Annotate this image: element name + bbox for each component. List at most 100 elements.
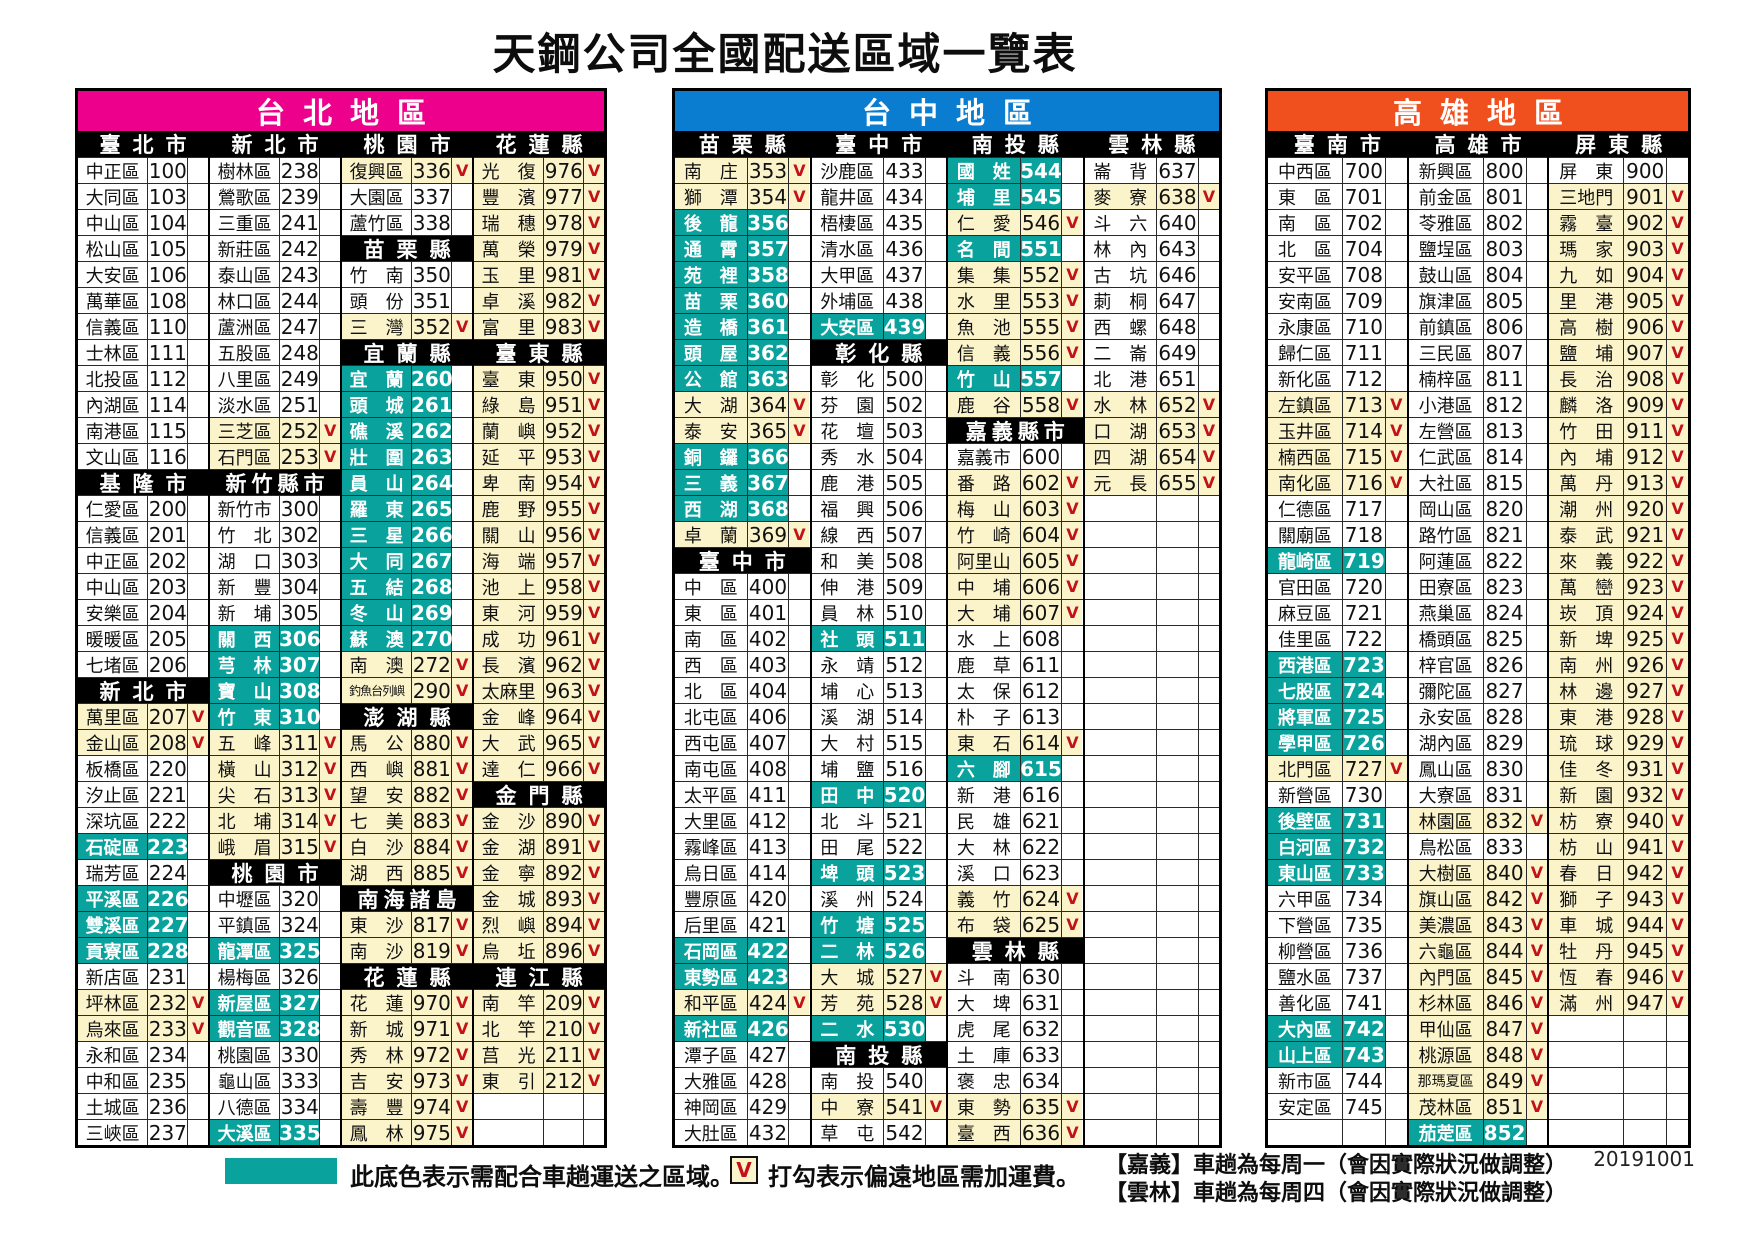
- district-row: 名 間 551: [948, 235, 1083, 261]
- surcharge-mark: [926, 626, 946, 651]
- postal-code: [1157, 548, 1199, 573]
- postal-code: 312: [280, 756, 321, 781]
- surcharge-mark: [1199, 1042, 1219, 1067]
- surcharge-mark: V: [1385, 756, 1407, 781]
- teal-legend-swatch: [225, 1158, 337, 1184]
- district-row: 二 水 530: [811, 1015, 946, 1041]
- postal-code: 612: [1021, 678, 1063, 703]
- district-name: 觀音區: [210, 1016, 281, 1041]
- district-row: 富 里 983 V: [474, 313, 604, 339]
- surcharge-mark: V: [1667, 990, 1688, 1015]
- district-row: 梓官區 826: [1408, 651, 1548, 677]
- empty-row: [1268, 1119, 1407, 1145]
- district-name: 霧峰區: [675, 834, 748, 859]
- postal-code: 320: [280, 886, 321, 911]
- district-name: 旗津區: [1409, 288, 1484, 313]
- postal-code: 432: [748, 1120, 790, 1145]
- district-row: 水 里 553 V: [948, 287, 1083, 313]
- district-name: 佳里區: [1268, 626, 1343, 651]
- district-name: 信義區: [78, 522, 149, 547]
- district-name: 成 功: [474, 626, 545, 651]
- surcharge-mark: [1527, 548, 1548, 573]
- surcharge-mark: V: [584, 938, 604, 963]
- county-header: 新北市: [210, 131, 340, 157]
- surcharge-mark: [1527, 210, 1548, 235]
- postal-code: [1157, 678, 1199, 703]
- surcharge-mark: [789, 288, 809, 313]
- postal-code: 427: [748, 1042, 790, 1067]
- district-row: 后里區 421: [675, 911, 810, 937]
- district-row: 南屯區 408: [675, 755, 810, 781]
- district-row: 安南區 709: [1268, 287, 1407, 313]
- district-name: 山上區: [1268, 1042, 1343, 1067]
- postal-code: 234: [148, 1042, 189, 1067]
- postal-code: 843: [1483, 912, 1527, 937]
- district-row: 烏日區 414: [675, 859, 810, 885]
- postal-code: 337: [412, 184, 453, 209]
- surcharge-mark: [1062, 834, 1082, 859]
- district-name: 尖 石: [210, 782, 281, 807]
- surcharge-mark: [789, 236, 809, 261]
- postal-code: 611: [1021, 652, 1063, 677]
- postal-code: 904: [1624, 262, 1668, 287]
- postal-code: 894: [544, 912, 585, 937]
- district-row: 三地門 901 V: [1549, 183, 1689, 209]
- postal-code: 741: [1343, 990, 1386, 1015]
- district-row: 大 城 527 V: [811, 963, 946, 989]
- postal-code: 881: [412, 756, 453, 781]
- surcharge-mark: [789, 574, 809, 599]
- note-chiayi-suffix: （會因實際狀況做調整）: [1325, 1153, 1568, 1178]
- empty-row: [1084, 1041, 1219, 1067]
- district-row: 竹 山 557: [948, 365, 1083, 391]
- county-header: 連江縣: [474, 963, 604, 990]
- postal-code: 325: [278, 938, 321, 963]
- county-header: 南投縣: [811, 1041, 946, 1068]
- district-row: 林 內 643: [1084, 235, 1219, 261]
- district-row: 臺 西 636 V: [948, 1119, 1083, 1145]
- surcharge-mark: V: [320, 730, 340, 755]
- postal-code: 251: [280, 392, 321, 417]
- surcharge-mark: V: [1667, 262, 1688, 287]
- postal-code: 351: [412, 288, 453, 313]
- postal-code: [1157, 704, 1199, 729]
- district-name: 坪林區: [78, 990, 149, 1015]
- district-name: 南 區: [1268, 210, 1343, 235]
- district-name: 五 結: [342, 574, 413, 599]
- postal-code: 423: [747, 964, 790, 989]
- surcharge-mark: [1199, 314, 1219, 339]
- surcharge-mark: V: [188, 1016, 208, 1041]
- district-name: 新社區: [675, 1016, 748, 1041]
- district-row: 坪林區 232 V: [78, 989, 208, 1015]
- postal-code: 236: [148, 1094, 189, 1119]
- surcharge-mark: [320, 1042, 340, 1067]
- district-row: 茂林區 851 V: [1408, 1093, 1548, 1119]
- surcharge-mark: V: [1526, 1042, 1548, 1067]
- district-row: 桃源區 848 V: [1408, 1041, 1548, 1067]
- postal-code: 893: [544, 886, 585, 911]
- columns: 苗栗縣南 庄 353 V 獅 潭 354 V 後 龍 356 通 霄 357 苑 裡 358 苗 栗 36…: [675, 131, 1219, 1145]
- surcharge-mark: [452, 574, 472, 599]
- district-name: 大肚區: [675, 1120, 748, 1145]
- district-name: [1085, 626, 1158, 651]
- postal-code: 946: [1624, 964, 1668, 989]
- district-name: 湖內區: [1409, 730, 1484, 755]
- surcharge-mark: V: [1667, 678, 1688, 703]
- postal-code: 603: [1020, 496, 1063, 521]
- district-row: 麥 寮 638 V: [1084, 183, 1219, 209]
- surcharge-mark: [320, 392, 340, 417]
- surcharge-mark: V: [452, 730, 472, 755]
- surcharge-mark: V: [1667, 782, 1688, 807]
- district-name: 大安區: [78, 262, 149, 287]
- postal-code: 625: [1020, 912, 1063, 937]
- district-name: 竹 北: [210, 522, 281, 547]
- postal-code: 508: [884, 548, 926, 573]
- district-row: 梅 山 603 V: [948, 495, 1083, 521]
- postal-code: 737: [1343, 964, 1386, 989]
- district-row: 嘉義市 600: [948, 443, 1083, 469]
- district-name: 花 壇: [812, 418, 885, 443]
- district-name: 名 間: [948, 236, 1021, 261]
- postal-code: 721: [1343, 600, 1386, 625]
- surcharge-mark: [1386, 678, 1407, 703]
- surcharge-mark: V: [452, 938, 472, 963]
- surcharge-mark: [1386, 184, 1407, 209]
